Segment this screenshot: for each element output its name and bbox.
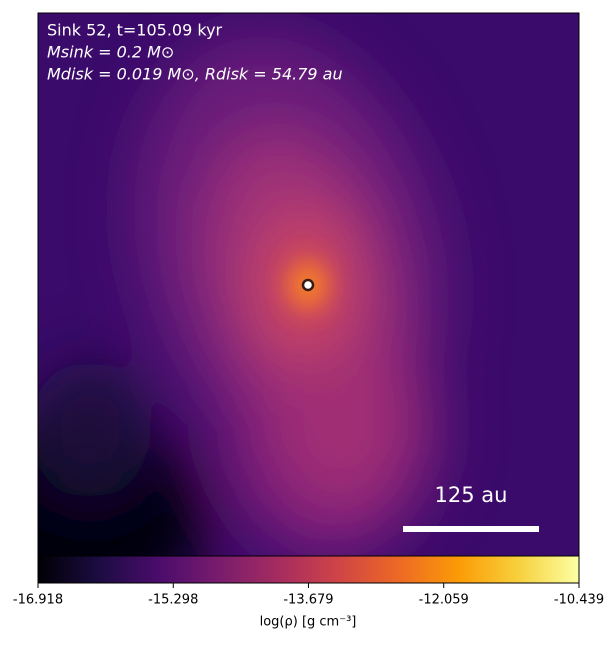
colorbar-tick-label: -13.679 <box>283 593 333 608</box>
annotation: Sink 52, t=105.09 kyr <box>47 21 223 40</box>
sink-marker <box>301 278 315 292</box>
annotation: Mdisk = 0.019 M⊙, Rdisk = 54.79 au <box>47 65 343 84</box>
scale-bar-label: 125 au <box>435 483 508 507</box>
density-map: 125 au Sink 52, t=105.09 kyr Msink = 0.2… <box>38 13 579 556</box>
annotation: Msink = 0.2 M⊙ <box>47 43 174 62</box>
colorbar-tick-label: -16.918 <box>13 593 63 608</box>
colorbar-label: log(ρ) [g cm⁻³] <box>260 615 357 630</box>
colorbar-tick-label: -10.439 <box>554 593 604 608</box>
colorbar-tick-label: -15.298 <box>148 593 198 608</box>
colorbar <box>37 555 580 584</box>
colorbar-tick-label: -12.059 <box>419 593 469 608</box>
